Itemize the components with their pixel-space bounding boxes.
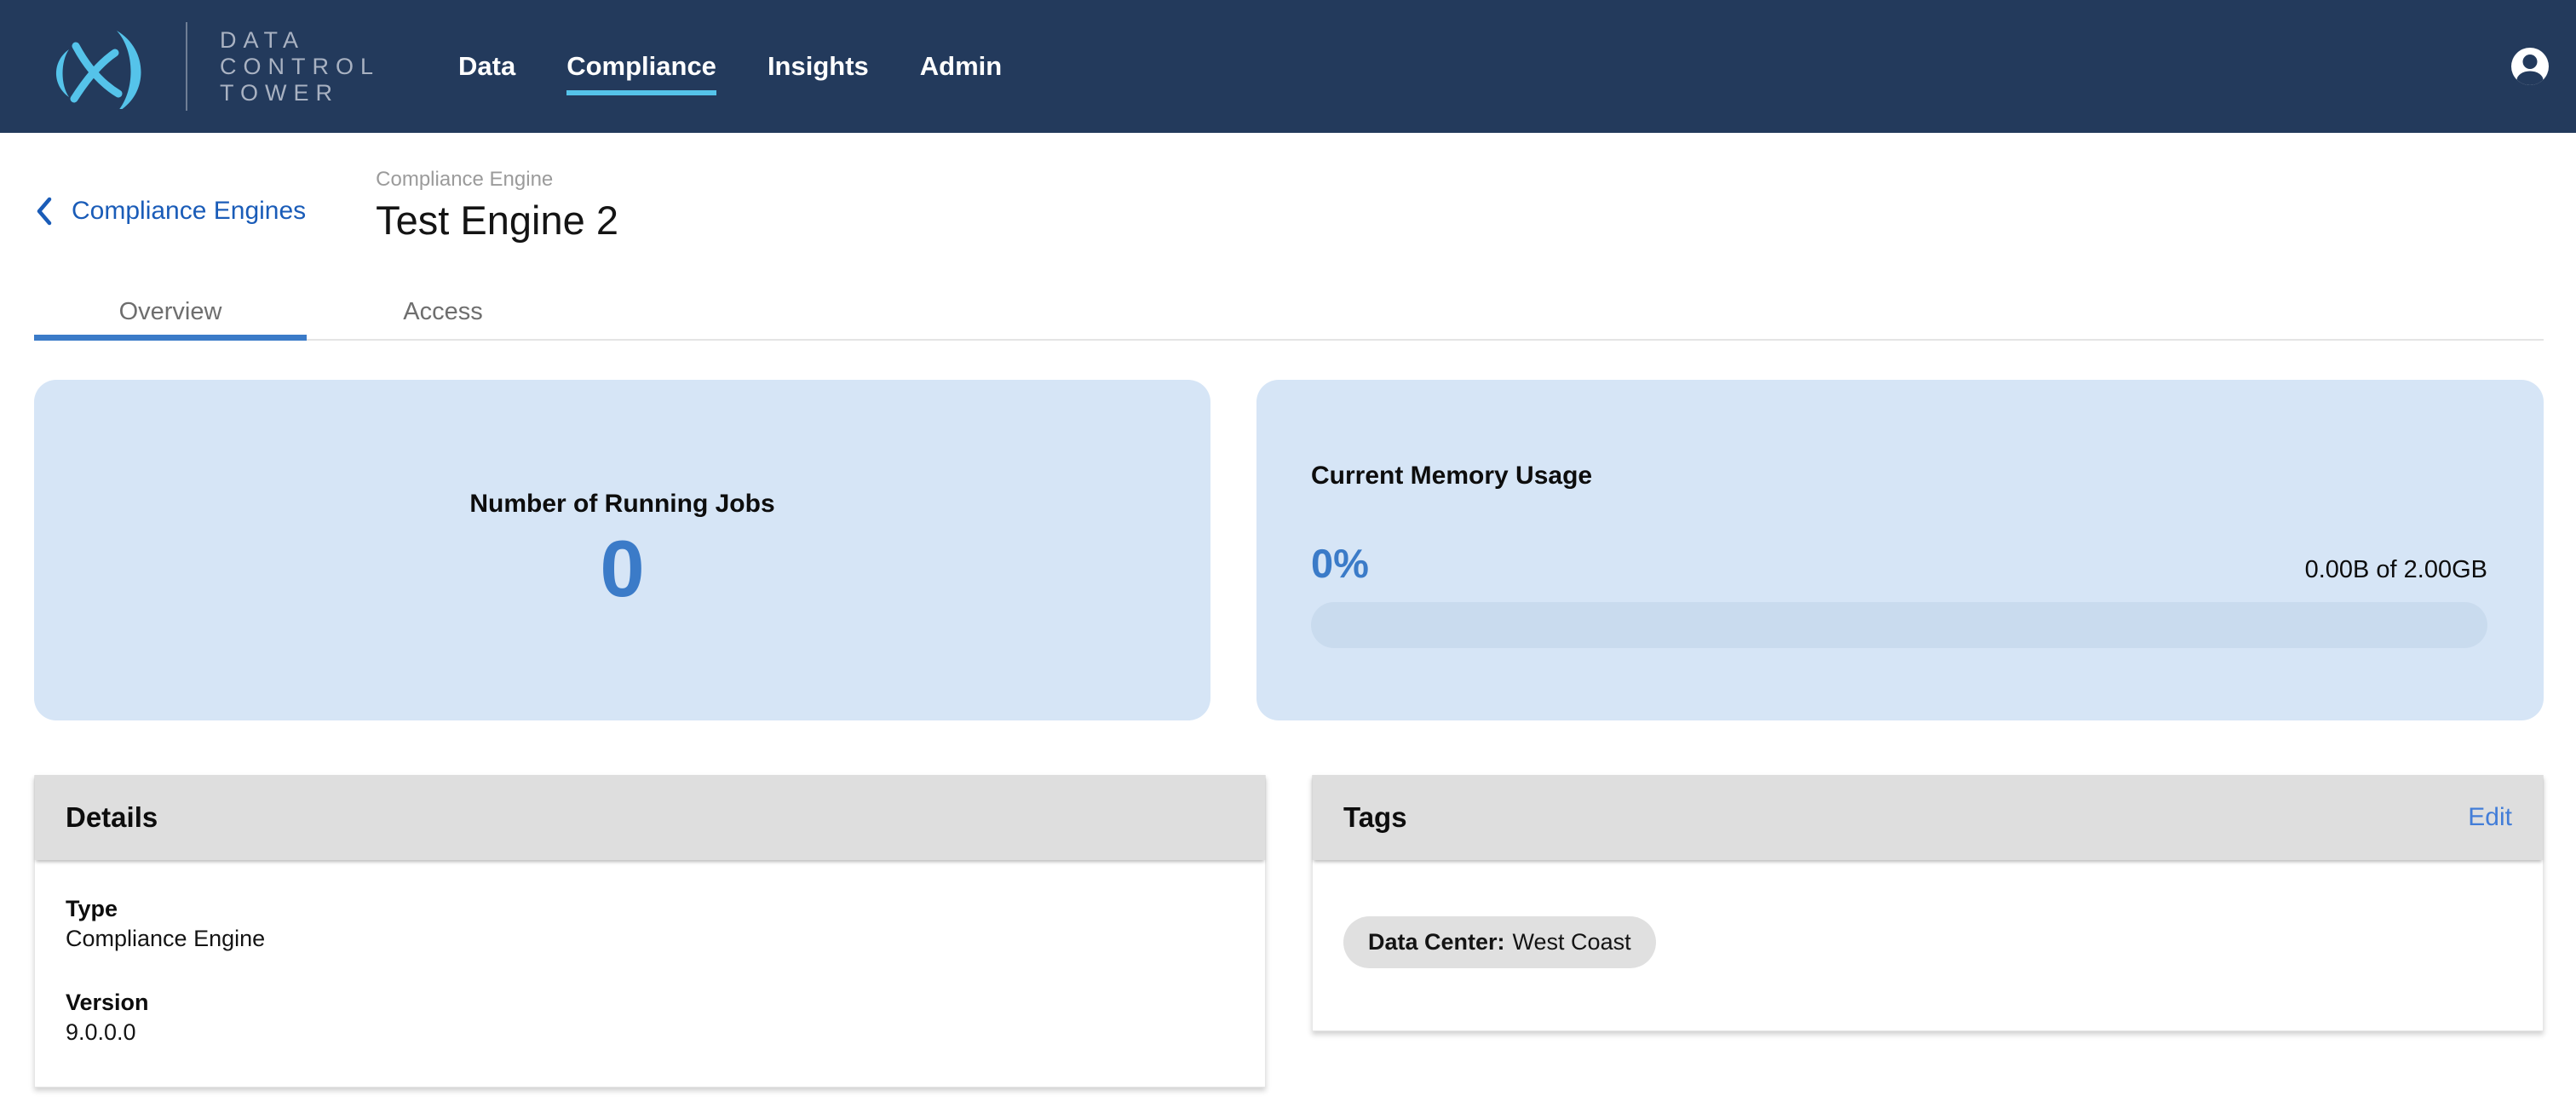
- tags-panel-body: Data Center: West Coast: [1313, 860, 2543, 1030]
- detail-field-version: Version 9.0.0.0: [66, 988, 1234, 1047]
- detail-field-type: Type Compliance Engine: [66, 894, 1234, 954]
- memory-progress-bar: [1311, 602, 2487, 648]
- tab-overview[interactable]: Overview: [34, 284, 307, 341]
- tag-chip-data-center[interactable]: Data Center: West Coast: [1343, 916, 1656, 968]
- detail-field-version-value: 9.0.0.0: [66, 1019, 136, 1045]
- brand-wordmark: DATA CONTROL TOWER: [220, 27, 380, 106]
- running-jobs-card: Number of Running Jobs 0: [34, 380, 1210, 720]
- details-panel-body: Type Compliance Engine Version 9.0.0.0: [35, 860, 1265, 1087]
- tag-chip-key: Data Center:: [1368, 929, 1505, 955]
- title-block: Compliance Engine Test Engine 2: [376, 167, 618, 245]
- brand-line-3: TOWER: [220, 79, 339, 106]
- memory-usage-title: Current Memory Usage: [1311, 462, 1593, 490]
- nav-item-data[interactable]: Data: [458, 51, 516, 81]
- metric-cards-row: Number of Running Jobs 0 Current Memory …: [34, 380, 2544, 720]
- top-navbar: DATA CONTROL TOWER Data Compliance Insig…: [0, 0, 2576, 133]
- account-circle-icon[interactable]: [2510, 46, 2550, 87]
- tab-bar: Overview Access: [34, 284, 2544, 341]
- brand-line-1: DATA: [220, 26, 306, 53]
- info-panels-row: Details Type Compliance Engine Version 9…: [34, 775, 2544, 1087]
- tag-chip-value: West Coast: [1512, 929, 1631, 955]
- tab-access-label: Access: [403, 297, 483, 325]
- delphix-x-logo-icon: [56, 31, 141, 109]
- page-content: Compliance Engines Compliance Engine Tes…: [0, 167, 2576, 1087]
- nav-item-compliance[interactable]: Compliance: [566, 51, 716, 95]
- page-title: Test Engine 2: [376, 198, 618, 243]
- memory-usage-card: Current Memory Usage 0% 0.00B of 2.00GB: [1256, 380, 2544, 720]
- tags-panel: Tags Edit Data Center: West Coast: [1312, 775, 2544, 1031]
- tags-panel-title: Tags: [1343, 801, 1407, 833]
- details-panel: Details Type Compliance Engine Version 9…: [34, 775, 1266, 1087]
- detail-field-type-value: Compliance Engine: [66, 926, 266, 951]
- back-link-label: Compliance Engines: [72, 197, 307, 225]
- back-link-compliance-engines[interactable]: Compliance Engines: [34, 196, 306, 245]
- nav-item-insights[interactable]: Insights: [767, 51, 869, 81]
- memory-usage-amount: 0.00B of 2.00GB: [2304, 556, 2487, 583]
- details-panel-header: Details: [35, 775, 1265, 860]
- page-header-row: Compliance Engines Compliance Engine Tes…: [34, 167, 2544, 245]
- details-panel-title: Details: [66, 801, 158, 833]
- tab-access[interactable]: Access: [307, 284, 579, 339]
- brand-line-2: CONTROL: [220, 53, 381, 79]
- entity-type-label: Compliance Engine: [376, 168, 554, 191]
- memory-percent: 0%: [1311, 541, 1369, 586]
- running-jobs-title: Number of Running Jobs: [469, 489, 775, 518]
- detail-field-version-label: Version: [66, 990, 149, 1015]
- logo-divider: [186, 22, 187, 111]
- memory-stats-row: 0% 0.00B of 2.00GB: [1311, 540, 2487, 587]
- brand-logo[interactable]: DATA CONTROL TOWER: [41, 22, 380, 111]
- tab-overview-label: Overview: [118, 297, 222, 325]
- tags-panel-header: Tags Edit: [1313, 775, 2543, 860]
- detail-field-type-label: Type: [66, 896, 118, 921]
- running-jobs-value: 0: [600, 523, 645, 613]
- chevron-left-icon: [37, 197, 52, 226]
- nav-item-admin[interactable]: Admin: [919, 51, 1003, 81]
- edit-tags-button[interactable]: Edit: [2468, 803, 2512, 831]
- primary-nav: Data Compliance Insights Admin: [458, 51, 1003, 95]
